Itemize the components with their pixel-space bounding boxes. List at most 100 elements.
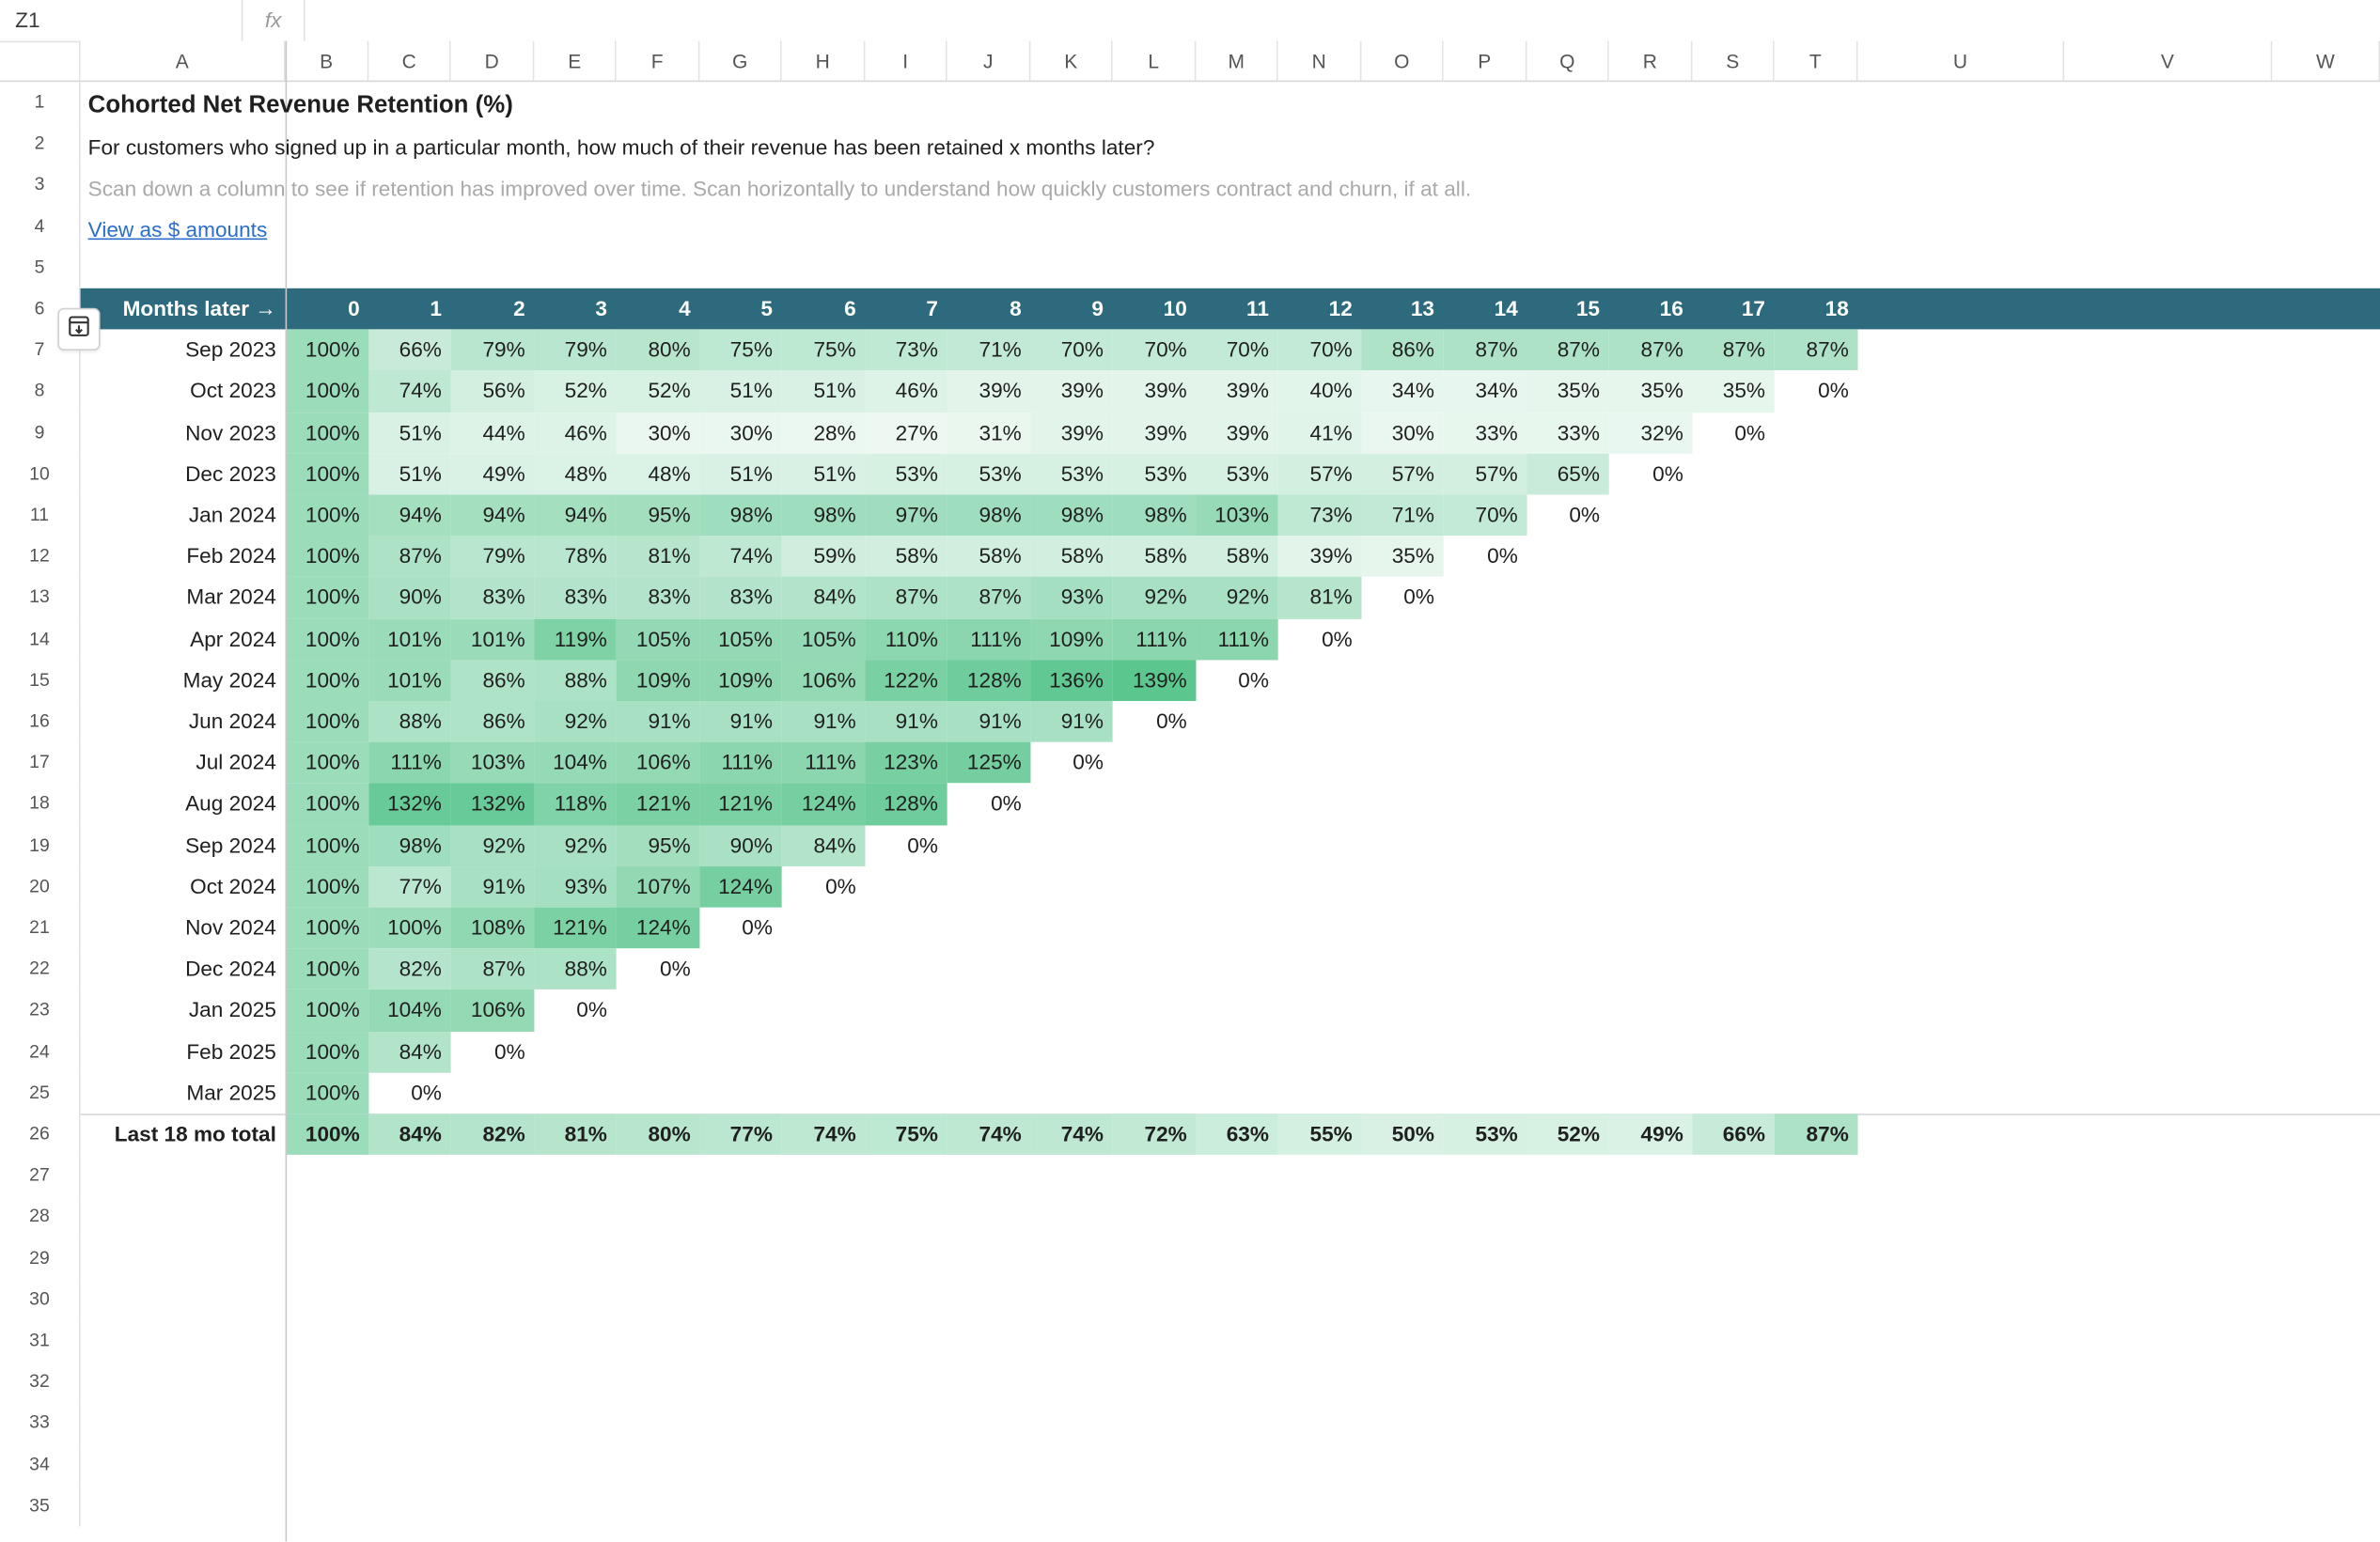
retention-cell[interactable]: 39% [947, 370, 1031, 413]
retention-cell[interactable]: 122% [865, 660, 947, 702]
retention-cell[interactable]: 124% [699, 865, 782, 908]
retention-cell[interactable]: 0% [907, 832, 938, 857]
retention-cell[interactable]: 136% [1030, 660, 1113, 702]
retention-cell[interactable]: 0% [494, 1038, 525, 1064]
retention-cell[interactable]: 74% [699, 536, 782, 578]
retention-cell[interactable]: 107% [616, 865, 700, 908]
retention-cell[interactable]: 87% [1692, 329, 1775, 371]
retention-cell[interactable]: 0% [1569, 502, 1600, 527]
retention-cell[interactable]: 0% [991, 790, 1022, 816]
column-header[interactable]: K [1030, 40, 1113, 83]
retention-cell[interactable]: 46% [865, 370, 947, 413]
retention-cell[interactable]: 111% [368, 741, 451, 784]
retention-cell[interactable]: 82% [368, 948, 451, 990]
column-header[interactable]: F [616, 40, 700, 83]
retention-cell[interactable]: 70% [1443, 494, 1527, 537]
retention-cell[interactable]: 128% [865, 783, 947, 825]
retention-cell[interactable]: 111% [1196, 618, 1278, 661]
total-cell[interactable]: 74% [947, 1114, 1031, 1156]
retention-cell[interactable]: 30% [1361, 412, 1444, 454]
retention-cell[interactable]: 79% [534, 329, 617, 371]
retention-cell[interactable]: 87% [1527, 329, 1609, 371]
retention-cell[interactable]: 92% [1112, 577, 1197, 619]
column-header[interactable]: M [1196, 40, 1278, 83]
retention-cell[interactable]: 39% [1196, 370, 1278, 413]
retention-cell[interactable]: 57% [1361, 453, 1444, 495]
column-header[interactable]: B [285, 40, 369, 83]
retention-cell[interactable]: 84% [781, 824, 866, 866]
retention-cell[interactable]: 39% [1112, 370, 1197, 413]
retention-cell[interactable]: 100% [285, 618, 369, 661]
retention-cell[interactable]: 90% [699, 824, 782, 866]
retention-cell[interactable]: 51% [781, 370, 866, 413]
retention-cell[interactable]: 94% [450, 494, 535, 537]
retention-cell[interactable]: 53% [865, 453, 947, 495]
retention-cell[interactable]: 75% [781, 329, 866, 371]
retention-cell[interactable]: 95% [616, 824, 700, 866]
retention-cell[interactable]: 83% [534, 577, 617, 619]
retention-cell[interactable]: 100% [285, 948, 369, 990]
retention-cell[interactable]: 41% [1277, 412, 1362, 454]
retention-cell[interactable]: 79% [450, 329, 535, 371]
retention-cell[interactable]: 83% [699, 577, 782, 619]
retention-cell[interactable]: 92% [534, 824, 617, 866]
retention-cell[interactable]: 39% [1196, 412, 1278, 454]
retention-cell[interactable]: 101% [368, 618, 451, 661]
row-header[interactable]: 34 [0, 1443, 81, 1486]
retention-cell[interactable]: 35% [1361, 536, 1444, 578]
row-header[interactable]: 23 [0, 989, 81, 1032]
retention-cell[interactable]: 132% [368, 783, 451, 825]
retention-cell[interactable]: 0% [1322, 626, 1353, 651]
retention-cell[interactable]: 121% [616, 783, 700, 825]
retention-cell[interactable]: 79% [450, 536, 535, 578]
total-cell[interactable]: 82% [450, 1114, 535, 1156]
row-header[interactable]: 26 [0, 1114, 81, 1156]
retention-cell[interactable]: 53% [1030, 453, 1113, 495]
retention-cell[interactable]: 86% [1361, 329, 1444, 371]
retention-cell[interactable]: 73% [1277, 494, 1362, 537]
total-cell[interactable]: 80% [616, 1114, 700, 1156]
retention-cell[interactable]: 98% [368, 824, 451, 866]
row-header[interactable]: 9 [0, 412, 81, 454]
row-header[interactable]: 20 [0, 865, 81, 908]
retention-cell[interactable]: 92% [1196, 577, 1278, 619]
retention-cell[interactable]: 0% [1073, 750, 1104, 774]
column-header[interactable]: T [1774, 40, 1858, 83]
retention-cell[interactable]: 83% [450, 577, 535, 619]
retention-cell[interactable]: 87% [947, 577, 1031, 619]
retention-cell[interactable]: 100% [285, 536, 369, 578]
row-header[interactable]: 5 [0, 246, 81, 288]
retention-cell[interactable]: 111% [1112, 618, 1197, 661]
row-header[interactable]: 31 [0, 1319, 81, 1362]
retention-cell[interactable]: 106% [450, 989, 535, 1032]
total-cell[interactable]: 87% [1774, 1114, 1858, 1156]
retention-cell[interactable]: 71% [1361, 494, 1444, 537]
row-header[interactable]: 24 [0, 1031, 81, 1073]
retention-cell[interactable]: 124% [781, 783, 866, 825]
column-header[interactable]: R [1608, 40, 1693, 83]
total-cell[interactable]: 72% [1112, 1114, 1197, 1156]
row-header[interactable]: 12 [0, 536, 81, 578]
retention-cell[interactable]: 91% [781, 701, 866, 742]
total-cell[interactable]: 100% [285, 1114, 369, 1156]
retention-cell[interactable]: 75% [699, 329, 782, 371]
retention-cell[interactable]: 51% [368, 412, 451, 454]
retention-cell[interactable]: 48% [616, 453, 700, 495]
retention-cell[interactable]: 100% [285, 865, 369, 908]
retention-cell[interactable]: 46% [534, 412, 617, 454]
retention-cell[interactable]: 52% [616, 370, 700, 413]
retention-cell[interactable]: 53% [947, 453, 1031, 495]
retention-cell[interactable]: 0% [1487, 543, 1518, 569]
column-header[interactable]: E [534, 40, 617, 83]
retention-cell[interactable]: 100% [285, 577, 369, 619]
retention-cell[interactable]: 91% [699, 701, 782, 742]
retention-cell[interactable]: 86% [450, 701, 535, 742]
retention-cell[interactable]: 121% [534, 907, 617, 949]
total-cell[interactable]: 74% [1030, 1114, 1113, 1156]
retention-cell[interactable]: 44% [450, 412, 535, 454]
retention-cell[interactable]: 40% [1277, 370, 1362, 413]
retention-cell[interactable]: 100% [285, 907, 369, 949]
row-header[interactable]: 14 [0, 618, 81, 661]
column-header[interactable]: W [2272, 40, 2380, 83]
retention-cell[interactable]: 123% [865, 741, 947, 784]
